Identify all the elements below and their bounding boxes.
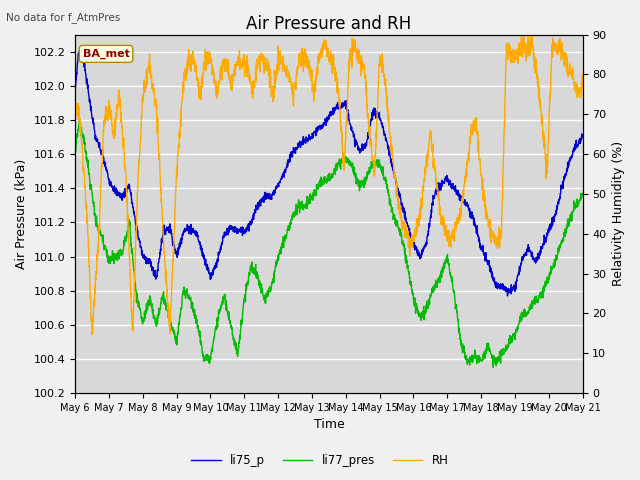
li77_pres [579, 191, 586, 196]
li75_p [76, 48, 84, 54]
Line: li77_pres: li77_pres [75, 121, 582, 367]
RH [305, 58, 312, 64]
RH [471, 116, 479, 121]
li77_pres [489, 364, 497, 370]
li75_p [564, 165, 572, 170]
li75_p [564, 161, 572, 167]
li75_p [579, 134, 586, 140]
RH [564, 74, 572, 80]
Y-axis label: Relativity Humidity (%): Relativity Humidity (%) [612, 141, 625, 287]
li75_p [318, 125, 326, 131]
Legend: li75_p, li77_pres, RH: li75_p, li77_pres, RH [187, 449, 453, 472]
li75_p [305, 134, 312, 140]
Text: BA_met: BA_met [83, 49, 129, 59]
li77_pres [305, 196, 312, 202]
RH [520, 32, 527, 37]
li77_pres [97, 232, 105, 238]
RH [564, 69, 572, 74]
li75_p [504, 293, 511, 299]
RH [579, 71, 586, 76]
RH [88, 332, 96, 337]
li75_p [71, 84, 79, 90]
Text: No data for f_AtmPres: No data for f_AtmPres [6, 12, 121, 23]
li77_pres [76, 118, 83, 124]
li75_p [97, 152, 105, 157]
li77_pres [564, 220, 572, 226]
X-axis label: Time: Time [314, 419, 344, 432]
Title: Air Pressure and RH: Air Pressure and RH [246, 15, 412, 33]
RH [318, 54, 326, 60]
li75_p [471, 223, 479, 229]
RH [97, 170, 105, 176]
Y-axis label: Air Pressure (kPa): Air Pressure (kPa) [15, 159, 28, 269]
li77_pres [71, 151, 79, 157]
li77_pres [471, 353, 479, 359]
RH [71, 101, 79, 107]
li77_pres [564, 219, 572, 225]
li77_pres [318, 180, 326, 185]
Line: li75_p: li75_p [75, 51, 582, 296]
Line: RH: RH [75, 35, 582, 335]
